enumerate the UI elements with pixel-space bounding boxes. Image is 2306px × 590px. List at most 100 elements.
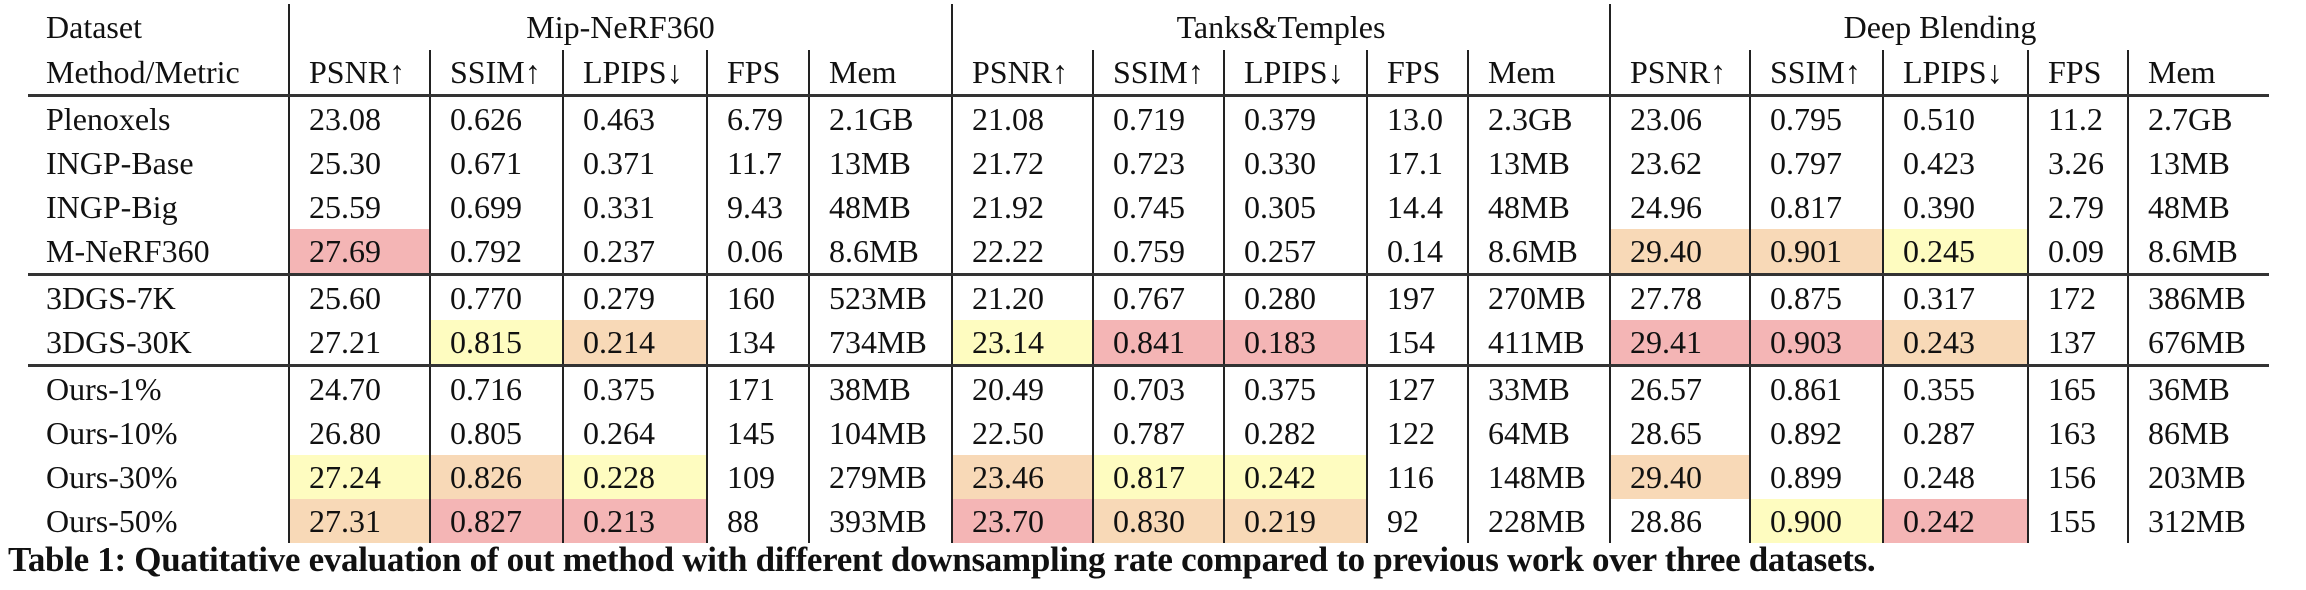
metric-cell-fps: 11.7 — [706, 141, 809, 185]
metric-header-psnr: PSNR↑ — [1609, 50, 1750, 97]
metric-cell-lpips: 0.214 — [562, 320, 707, 366]
method-name: Ours-10% — [46, 415, 178, 451]
metric-cell-lpips: 0.510 — [1882, 95, 2028, 141]
metric-cell-fps: 145 — [706, 411, 809, 455]
table-row: INGP-Big 25.59 0.699 0.331 9.43 48MB 21.92 0.74… — [28, 185, 2269, 229]
metric-cell-psnr: 23.70 — [951, 499, 1093, 543]
metric-cell-ssim: 0.817 — [1749, 185, 1883, 229]
metric-cell-psnr: 22.50 — [951, 411, 1093, 455]
method-name: Ours-50% — [46, 503, 178, 539]
metric-cell-ssim: 0.861 — [1749, 364, 1883, 411]
metric-header-mem: Mem — [2127, 50, 2269, 97]
metric-cell-fps: 92 — [1366, 499, 1468, 543]
metric-cell-mem: 676MB — [2127, 320, 2269, 366]
dataset-label: Dataset — [46, 9, 142, 45]
metric-header-fps: FPS — [706, 50, 809, 97]
results-table: Dataset Mip-NeRF360 Tanks&Temples Deep B… — [28, 4, 2269, 543]
method-name: M-NeRF360 — [46, 233, 210, 269]
metric-cell-fps: 116 — [1366, 455, 1468, 499]
metric-cell-lpips: 0.248 — [1882, 455, 2028, 499]
metric-cell-fps: 172 — [2027, 273, 2128, 320]
metric-cell-lpips: 0.213 — [562, 499, 707, 543]
dataset-tanks-temples: Tanks&Temples — [951, 4, 1610, 50]
metric-cell-psnr: 23.14 — [951, 320, 1093, 366]
metric-cell-ssim: 0.900 — [1749, 499, 1883, 543]
metric-cell-mem: 8.6MB — [808, 229, 952, 275]
metric-cell-fps: 160 — [706, 273, 809, 320]
metric-header-fps: FPS — [2027, 50, 2128, 97]
metric-cell-psnr: 23.46 — [951, 455, 1093, 499]
metric-cell-ssim: 0.827 — [429, 499, 563, 543]
metric-header-mem: Mem — [808, 50, 952, 97]
metric-header-ssim: SSIM↑ — [429, 50, 563, 97]
metric-cell-mem: 13MB — [2127, 141, 2269, 185]
metric-cell-psnr: 20.49 — [951, 364, 1093, 411]
metric-cell-ssim: 0.770 — [429, 273, 563, 320]
metric-cell-ssim: 0.759 — [1092, 229, 1224, 275]
method-metric-label: Method/Metric — [28, 50, 289, 97]
metric-cell-ssim: 0.892 — [1749, 411, 1883, 455]
metric-cell-fps: 197 — [1366, 273, 1468, 320]
metric-cell-psnr: 23.08 — [288, 95, 430, 141]
metric-cell-lpips: 0.264 — [562, 411, 707, 455]
metric-cell-mem: 104MB — [808, 411, 952, 455]
metric-cell-fps: 127 — [1366, 364, 1468, 411]
metric-cell-mem: 386MB — [2127, 273, 2269, 320]
metric-cell-fps: 155 — [2027, 499, 2128, 543]
table-row: Ours-10% 26.80 0.805 0.264 145 104MB 22.50 0.78… — [28, 411, 2269, 455]
metric-cell-lpips: 0.287 — [1882, 411, 2028, 455]
metric-cell-fps: 134 — [706, 320, 809, 366]
metric-header-mem: Mem — [1467, 50, 1610, 97]
metric-cell-psnr: 26.57 — [1609, 364, 1750, 411]
metric-cell-psnr: 27.78 — [1609, 273, 1750, 320]
metric-cell-ssim: 0.792 — [429, 229, 563, 275]
metric-cell-fps: 17.1 — [1366, 141, 1468, 185]
metric-cell-ssim: 0.826 — [429, 455, 563, 499]
metric-cell-psnr: 21.08 — [951, 95, 1093, 141]
metric-cell-ssim: 0.745 — [1092, 185, 1224, 229]
metric-cell-lpips: 0.375 — [1223, 364, 1367, 411]
metric-header-lpips: LPIPS↓ — [562, 50, 707, 97]
table-row: 3DGS-30K 27.21 0.815 0.214 134 734MB 23.14 0.84… — [28, 320, 2269, 366]
metric-cell-mem: 203MB — [2127, 455, 2269, 499]
metric-cell-mem: 48MB — [808, 185, 952, 229]
metric-cell-mem: 279MB — [808, 455, 952, 499]
metric-cell-mem: 523MB — [808, 273, 952, 320]
metric-cell-psnr: 26.80 — [288, 411, 430, 455]
metric-cell-ssim: 0.815 — [429, 320, 563, 366]
metric-cell-fps: 14.4 — [1366, 185, 1468, 229]
metric-cell-mem: 33MB — [1467, 364, 1610, 411]
metric-cell-lpips: 0.379 — [1223, 95, 1367, 141]
metric-cell-fps: 156 — [2027, 455, 2128, 499]
method-name: INGP-Big — [46, 189, 178, 225]
metric-cell-mem: 270MB — [1467, 273, 1610, 320]
metric-cell-mem: 148MB — [1467, 455, 1610, 499]
metric-cell-mem: 2.3GB — [1467, 95, 1610, 141]
metric-cell-psnr: 29.40 — [1609, 455, 1750, 499]
table-row: Ours-50% 27.31 0.827 0.213 88 393MB 23.70 0.830… — [28, 499, 2269, 543]
metric-cell-ssim: 0.795 — [1749, 95, 1883, 141]
metric-cell-psnr: 24.96 — [1609, 185, 1750, 229]
metric-cell-ssim: 0.716 — [429, 364, 563, 411]
metric-header-psnr: PSNR↑ — [288, 50, 430, 97]
metric-cell-lpips: 0.317 — [1882, 273, 2028, 320]
metric-cell-mem: 2.7GB — [2127, 95, 2269, 141]
method-name: Plenoxels — [46, 101, 171, 137]
table-row: M-NeRF360 27.69 0.792 0.237 0.06 8.6MB 22.22 0.… — [28, 229, 2269, 275]
metric-header-lpips: LPIPS↓ — [1223, 50, 1367, 97]
metric-cell-lpips: 0.242 — [1223, 455, 1367, 499]
metric-cell-lpips: 0.331 — [562, 185, 707, 229]
metric-cell-psnr: 27.69 — [288, 229, 430, 275]
metric-cell-lpips: 0.305 — [1223, 185, 1367, 229]
metric-cell-psnr: 25.60 — [288, 273, 430, 320]
metric-cell-fps: 2.79 — [2027, 185, 2128, 229]
metric-cell-lpips: 0.257 — [1223, 229, 1367, 275]
metric-cell-ssim: 0.671 — [429, 141, 563, 185]
metric-cell-lpips: 0.330 — [1223, 141, 1367, 185]
metric-cell-ssim: 0.787 — [1092, 411, 1224, 455]
metric-cell-mem: 734MB — [808, 320, 952, 366]
dataset-header-row: Dataset Mip-NeRF360 Tanks&Temples Deep B… — [28, 4, 2269, 50]
metric-cell-psnr: 23.62 — [1609, 141, 1750, 185]
metric-header-psnr: PSNR↑ — [951, 50, 1093, 97]
metric-cell-psnr: 24.70 — [288, 364, 430, 411]
